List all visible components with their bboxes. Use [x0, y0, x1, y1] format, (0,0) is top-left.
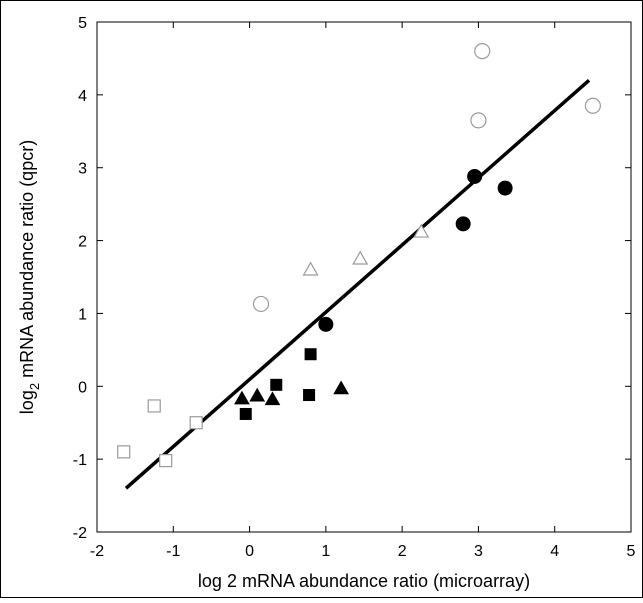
y-axis-label-subscript: 2 — [27, 383, 42, 390]
filled-square-point — [304, 348, 317, 361]
fit-line-group — [124, 78, 591, 490]
y-tick-label: 5 — [78, 15, 87, 32]
y-tick-label: 2 — [78, 234, 87, 251]
data-points — [117, 43, 601, 468]
y-tick-label: -2 — [73, 525, 87, 542]
filled-circle-point — [497, 180, 513, 196]
filled-triangle-point — [333, 380, 349, 395]
open-square-point — [147, 399, 161, 413]
x-tick-label: 0 — [245, 543, 254, 560]
y-tick-label: 0 — [78, 379, 87, 396]
x-tick-label: 2 — [398, 543, 407, 560]
open-circle-point — [470, 112, 487, 129]
open-square-point — [189, 416, 203, 430]
y-axis-label-rest: mRNA abundance ratio (qpcr) — [17, 140, 37, 383]
y-axis-label-log: log — [17, 390, 37, 414]
open-square-point — [159, 454, 173, 468]
y-tick-label: 3 — [78, 161, 87, 178]
open-square-point — [117, 445, 131, 459]
fit-line — [124, 78, 591, 490]
open-circle-point — [252, 295, 270, 313]
plot-frame — [96, 21, 632, 533]
y-tick-label: 1 — [78, 306, 87, 323]
x-tick-label: 3 — [474, 543, 483, 560]
x-tick-label: 5 — [627, 543, 636, 560]
y-tick-label: -1 — [73, 452, 87, 469]
filled-triangle-point — [234, 390, 250, 405]
open-triangle-point — [413, 223, 430, 238]
filled-circle-point — [455, 216, 471, 232]
x-tick-label: -2 — [90, 543, 104, 560]
open-circle-point — [474, 43, 491, 60]
open-triangle-point — [302, 261, 319, 276]
x-axis-label: log 2 mRNA abundance ratio (microarray) — [198, 571, 530, 591]
x-tick-label: -1 — [166, 543, 180, 560]
filled-square-point — [239, 407, 252, 420]
filled-triangle-point — [264, 391, 281, 406]
filled-circle-point — [467, 168, 483, 184]
filled-square-point — [303, 389, 316, 402]
open-triangle-point — [352, 250, 369, 265]
axis-ticks: -2 -1 0 1 2 3 4 5 -2 -1 0 1 2 3 4 5 — [73, 15, 636, 560]
filled-triangle-point — [249, 387, 266, 402]
y-tick-label: 4 — [78, 88, 87, 105]
x-tick-label: 4 — [550, 543, 559, 560]
y-axis-label: log2 mRNA abundance ratio (qpcr) — [17, 140, 42, 414]
x-tick-label: 1 — [321, 543, 330, 560]
filled-square-point — [270, 378, 283, 391]
filled-circle-point — [318, 316, 334, 332]
open-circle-point — [584, 97, 601, 114]
